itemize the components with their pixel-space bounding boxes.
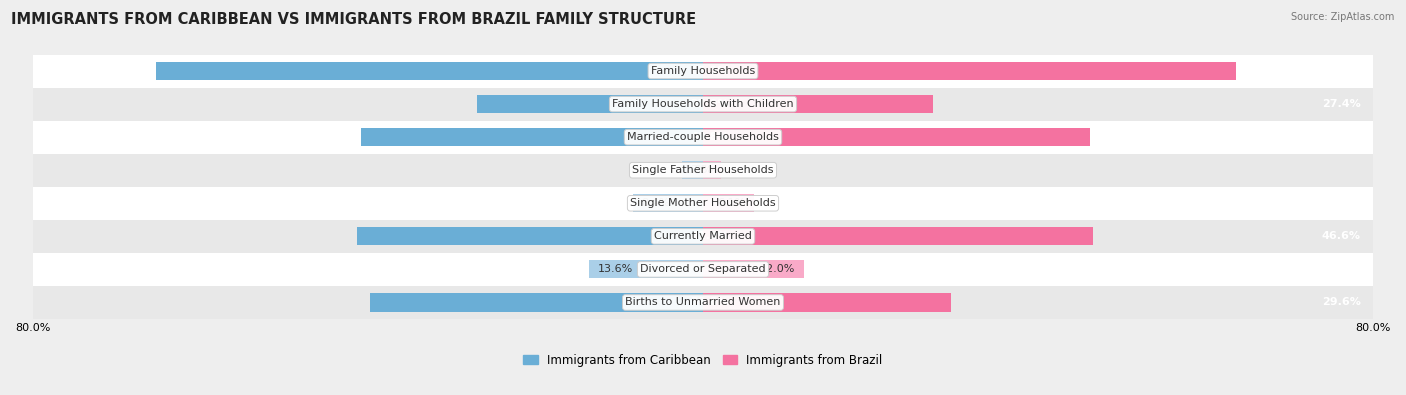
Text: Divorced or Separated: Divorced or Separated bbox=[640, 264, 766, 275]
Text: 41.3%: 41.3% bbox=[690, 231, 730, 241]
Bar bbox=[361, 128, 703, 146]
Text: Family Households with Children: Family Households with Children bbox=[612, 99, 794, 109]
FancyBboxPatch shape bbox=[32, 187, 1374, 220]
Text: 65.3%: 65.3% bbox=[690, 66, 728, 76]
FancyBboxPatch shape bbox=[32, 55, 1374, 88]
Text: Single Father Households: Single Father Households bbox=[633, 165, 773, 175]
Text: 27.0%: 27.0% bbox=[690, 99, 728, 109]
Text: Source: ZipAtlas.com: Source: ZipAtlas.com bbox=[1291, 12, 1395, 22]
Bar bbox=[156, 62, 703, 80]
FancyBboxPatch shape bbox=[32, 286, 1374, 319]
Text: 29.6%: 29.6% bbox=[1322, 297, 1361, 307]
Text: 40.8%: 40.8% bbox=[690, 132, 730, 142]
Bar bbox=[477, 95, 703, 113]
Bar bbox=[703, 161, 721, 179]
Text: 2.2%: 2.2% bbox=[685, 165, 713, 175]
Bar bbox=[589, 260, 703, 278]
Text: 46.6%: 46.6% bbox=[1322, 231, 1361, 241]
Text: Married-couple Households: Married-couple Households bbox=[627, 132, 779, 142]
Legend: Immigrants from Caribbean, Immigrants from Brazil: Immigrants from Caribbean, Immigrants fr… bbox=[519, 349, 887, 371]
Bar bbox=[703, 194, 754, 213]
Bar bbox=[703, 260, 804, 278]
Bar bbox=[633, 194, 703, 213]
Bar bbox=[703, 95, 932, 113]
Text: 8.4%: 8.4% bbox=[641, 198, 669, 208]
Bar bbox=[703, 128, 1090, 146]
Text: Currently Married: Currently Married bbox=[654, 231, 752, 241]
Text: 2.5%: 2.5% bbox=[690, 165, 718, 175]
FancyBboxPatch shape bbox=[32, 253, 1374, 286]
FancyBboxPatch shape bbox=[32, 154, 1374, 187]
Text: 6.1%: 6.1% bbox=[717, 198, 745, 208]
FancyBboxPatch shape bbox=[32, 120, 1374, 154]
Text: 13.6%: 13.6% bbox=[598, 264, 633, 275]
Bar bbox=[703, 293, 950, 312]
Text: IMMIGRANTS FROM CARIBBEAN VS IMMIGRANTS FROM BRAZIL FAMILY STRUCTURE: IMMIGRANTS FROM CARIBBEAN VS IMMIGRANTS … bbox=[11, 12, 696, 27]
FancyBboxPatch shape bbox=[32, 88, 1374, 120]
Text: 39.8%: 39.8% bbox=[690, 297, 730, 307]
Text: 27.4%: 27.4% bbox=[1322, 99, 1361, 109]
Text: 63.6%: 63.6% bbox=[1322, 66, 1361, 76]
Text: Births to Unmarried Women: Births to Unmarried Women bbox=[626, 297, 780, 307]
Text: 12.0%: 12.0% bbox=[759, 264, 796, 275]
Bar bbox=[370, 293, 703, 312]
Bar bbox=[357, 227, 703, 245]
Bar bbox=[703, 227, 1094, 245]
Bar bbox=[703, 62, 1236, 80]
FancyBboxPatch shape bbox=[32, 220, 1374, 253]
Text: Single Mother Households: Single Mother Households bbox=[630, 198, 776, 208]
Bar bbox=[682, 161, 703, 179]
Text: Family Households: Family Households bbox=[651, 66, 755, 76]
Text: 46.2%: 46.2% bbox=[1322, 132, 1361, 142]
